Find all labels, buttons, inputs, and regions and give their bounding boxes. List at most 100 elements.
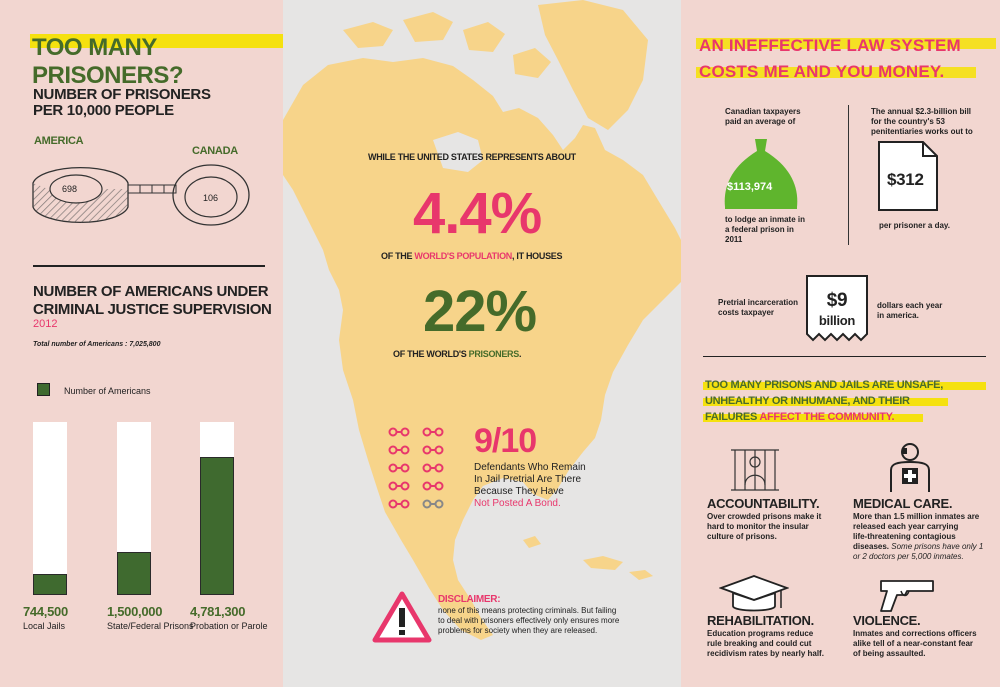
bar-category-label: Probation or Parole <box>190 621 268 631</box>
vio-text-line2: alike tell of a near-constant fear <box>853 639 974 648</box>
vio-title: VIOLENCE. <box>853 613 921 628</box>
right-panel: AN INEFFECTIVE LAW SYSTEM COSTS ME AND Y… <box>681 0 1000 687</box>
med-text-line2: released each year carrying <box>853 522 959 531</box>
document-icon <box>878 141 938 211</box>
prisons-heading-line2: UNHEALTHY OR INHUMANE, AND THEIR <box>705 395 910 407</box>
receipt-icon <box>806 275 868 342</box>
acc-title: ACCOUNTABILITY. <box>707 496 820 511</box>
pretrial-text-line1: Pretrial incarceration <box>718 298 799 307</box>
prisoners-heading-line1: NUMBER OF PRISONERS <box>33 86 211 103</box>
intro-text: WHILE THE UNITED STATES REPRESENTS ABOUT <box>368 152 576 162</box>
population-line: OF THE WORLD'S POPULATION, IT HOUSES <box>381 251 563 261</box>
prisons-heading-line3a: FAILURES <box>705 411 760 423</box>
title-highlight-1 <box>696 38 996 49</box>
acc-text: Over crowded prisons make it hard to mon… <box>707 512 821 542</box>
supervision-heading-line2: CRIMINAL JUSTICE SUPERVISION <box>33 301 272 318</box>
america-label: AMERICA <box>34 135 84 147</box>
acc-text-line3: culture of prisons. <box>707 532 777 541</box>
annual-text: The annual $2.3-billion bill for the cou… <box>871 107 973 137</box>
pretrial-text: Pretrial incarceration costs taxpayer <box>718 298 798 318</box>
vertical-divider <box>848 105 849 245</box>
population-line-a: OF THE <box>381 251 415 261</box>
vio-text: Inmates and corrections officers alike t… <box>853 629 977 659</box>
annual-text-line1: The annual $2.3-billion bill <box>871 107 972 116</box>
bar <box>200 457 234 595</box>
middle-panel: WHILE THE UNITED STATES REPRESENTS ABOUT… <box>283 0 681 687</box>
prisoners-line-a: OF THE WORLD'S <box>393 349 469 359</box>
ratio-text-line3: Because They Have <box>474 486 564 497</box>
ratio-text: Defendants Who Remain In Jail Pretrial A… <box>474 462 586 510</box>
medical-icon <box>890 443 930 492</box>
gun-icon <box>880 580 934 612</box>
receipt-amount: $9 <box>826 290 848 311</box>
receipt-unit: billion <box>818 313 856 328</box>
med-text-line1: More than 1.5 million inmates are <box>853 512 980 521</box>
pct-population: 4.4% <box>413 181 542 246</box>
ratio-text-line1: Defendants Who Remain <box>474 462 586 473</box>
canada-text-line2: paid an average of <box>725 117 796 126</box>
prisons-heading-line1: TOO MANY PRISONS AND JAILS ARE UNSAFE, <box>705 379 943 391</box>
acc-text-line2: hard to monitor the insular <box>707 522 809 531</box>
supervision-heading-line1: NUMBER OF AMERICANS UNDER <box>33 283 269 300</box>
bar-chart: 744,500 Local Jails 1,500,000 State/Federal… <box>0 0 283 687</box>
right-divider <box>703 356 986 357</box>
canada-text: Canadian taxpayers paid an average of <box>725 107 801 127</box>
reh-text-line2: rule breaking and could cut <box>707 639 812 648</box>
section-divider <box>33 265 265 267</box>
annual-text-line3: penitentiaries works out to <box>871 127 973 136</box>
med-title: MEDICAL CARE. <box>853 496 953 511</box>
prisoners-line: OF THE WORLD'S PRISONERS. <box>393 349 521 359</box>
vio-text-line1: Inmates and corrections officers <box>853 629 977 638</box>
med-text-line3: life-threatening contagious <box>853 532 956 541</box>
handcuff-icon <box>422 463 444 473</box>
canada-value: 106 <box>203 193 219 203</box>
acc-text-line1: Over crowded prisons make it <box>707 512 822 521</box>
disclaimer-line3: problems for society when they are relea… <box>438 626 598 635</box>
left-panel: TOO MANY PRISONERS? NUMBER OF PRISONERS … <box>0 0 380 687</box>
money-bag-icon <box>724 139 798 209</box>
population-line-b: WORLD'S POPULATION <box>414 251 512 261</box>
handcuff-icon <box>422 499 444 509</box>
handcuff-icon <box>388 445 410 455</box>
ratio-text-line4: Not Posted A Bond. <box>474 498 561 509</box>
right-title-line2: COSTS ME AND YOU MONEY. <box>699 62 945 81</box>
annual-text-line2: for the country's 53 <box>871 117 945 126</box>
prisons-heading-line3: FAILURES AFFECT THE COMMUNITY. <box>705 409 943 425</box>
right-title-line1: AN INEFFECTIVE LAW SYSTEM <box>699 36 961 55</box>
graduation-cap-icon <box>719 575 789 612</box>
bar-background <box>33 422 67 595</box>
med-text-line4b: Some prisons have only 1 <box>891 542 984 551</box>
disclaimer-text: none of this means protecting criminals.… <box>438 606 648 636</box>
bag-amount: $113,974 <box>727 181 773 193</box>
bar-value-label: 744,500 <box>23 604 68 619</box>
med-text: More than 1.5 million inmates are releas… <box>853 512 983 562</box>
reh-text-line3: recidivism rates by nearly half. <box>707 649 824 658</box>
lodge-text-line3: 2011 <box>725 235 743 244</box>
reh-text: Education programs reduce rule breaking … <box>707 629 824 659</box>
prisons-hl-1 <box>703 382 986 390</box>
bar-value-label: 1,500,000 <box>107 604 163 619</box>
prisoners-line-c: . <box>518 349 522 359</box>
handcuff-icon <box>422 445 444 455</box>
disclaimer-title: DISCLAIMER: <box>438 594 501 605</box>
bar <box>33 574 67 595</box>
bar-value-label: 4,781,300 <box>190 604 246 619</box>
prisoners-heading-line2: PER 10,000 PEOPLE <box>33 102 174 119</box>
jail-cell-icon <box>731 449 779 491</box>
med-text-line4: diseases. Some prisons have only 1 <box>853 542 983 552</box>
handcuff-icon <box>388 463 410 473</box>
med-text-line4a: diseases. <box>853 542 892 551</box>
left-title: TOO MANY PRISONERS? <box>32 34 184 89</box>
disclaimer-line1: none of this means protecting criminals.… <box>438 606 617 615</box>
dollars-text-line1: dollars each year <box>877 301 943 310</box>
handcuff-icon <box>422 481 444 491</box>
reh-text-line1: Education programs reduce <box>707 629 814 638</box>
legend-swatch <box>37 383 50 396</box>
bar-category-label: State/Federal Prisons <box>107 621 194 631</box>
prisoners-line-b: PRISONERS <box>468 349 520 359</box>
prisons-hl-2 <box>703 398 948 406</box>
dollars-text: dollars each year in america. <box>877 301 942 321</box>
north-america-map <box>283 0 681 640</box>
med-text-line5: or 2 doctors per 5,000 inmates. <box>853 552 964 561</box>
dollars-text-line2: in america. <box>877 311 919 320</box>
